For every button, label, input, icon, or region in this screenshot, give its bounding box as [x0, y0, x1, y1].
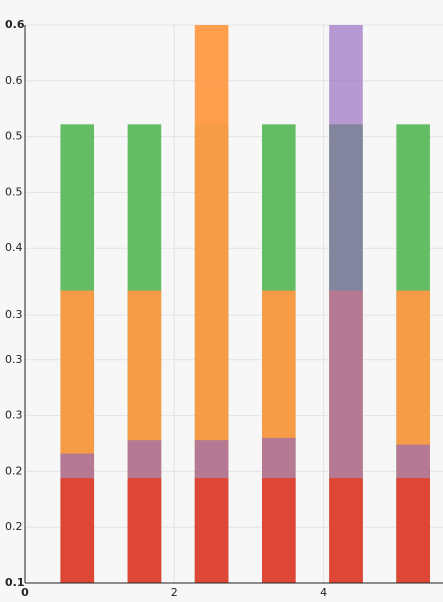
y-tick-label: 0.5: [5, 185, 23, 198]
bar: [261, 478, 296, 583]
y-tick-label: 0.5: [5, 130, 23, 143]
y-tick-label: 0.2: [5, 520, 23, 533]
x-tick-label: 0: [21, 586, 29, 599]
y-tick-label: 0.4: [5, 241, 23, 254]
y-tick-label: 0.1: [5, 576, 25, 589]
y-tick-label: 0.6: [5, 74, 23, 87]
y-tick-label: 0.2: [5, 464, 23, 477]
y-tick-label: 0.3: [5, 409, 23, 422]
bar: [396, 478, 430, 583]
bar: [329, 478, 363, 583]
bar: [194, 478, 229, 583]
y-tick-label: 0.3: [5, 353, 23, 366]
x-tick-label: 4: [320, 586, 327, 599]
bar: [60, 478, 95, 583]
y-tick-label: 0.6: [5, 18, 25, 31]
bar: [127, 478, 162, 583]
x-tick-label: 2: [171, 586, 178, 599]
y-tick-label: 0.3: [5, 308, 23, 321]
